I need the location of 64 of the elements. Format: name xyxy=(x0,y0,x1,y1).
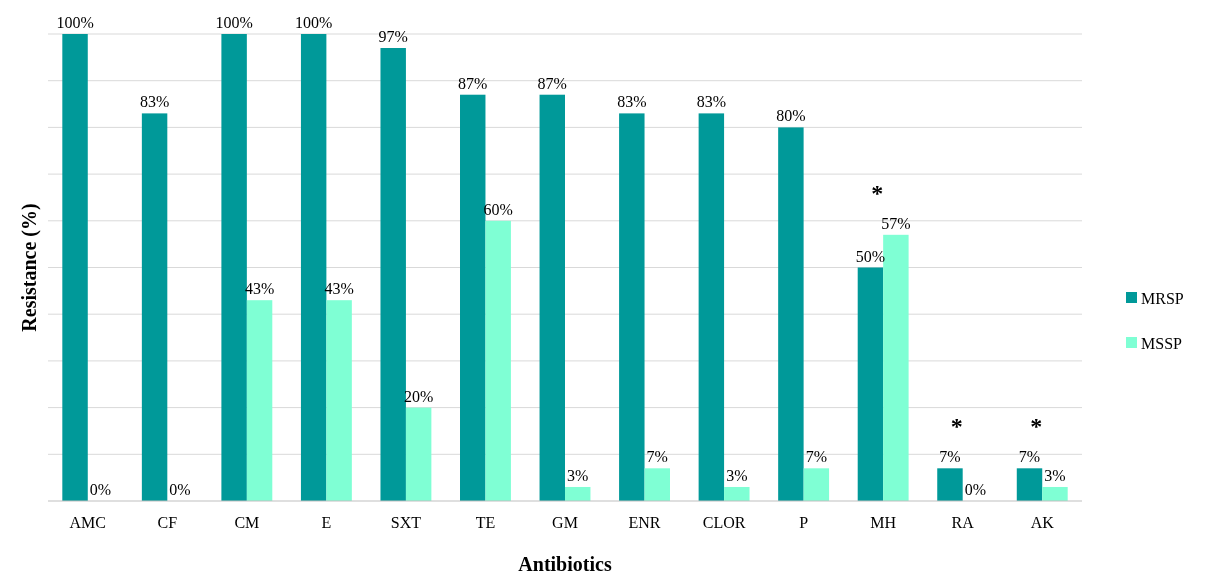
bar xyxy=(619,113,645,501)
x-tick-label: E xyxy=(321,514,332,531)
x-tick-label: ENR xyxy=(628,514,661,531)
annotation: * xyxy=(871,179,884,206)
data-label: 97% xyxy=(378,28,408,46)
bar xyxy=(565,486,591,501)
data-label: 7% xyxy=(1018,448,1041,466)
bar xyxy=(460,94,486,501)
x-tick-label: SXT xyxy=(390,514,422,531)
bar xyxy=(246,300,273,501)
annotation: * xyxy=(1030,413,1043,440)
bar xyxy=(326,300,352,501)
bar xyxy=(405,407,432,501)
data-label: 80% xyxy=(776,107,806,125)
data-label: 7% xyxy=(646,448,668,466)
annotation: * xyxy=(950,413,963,440)
bar xyxy=(62,34,88,501)
bar xyxy=(778,127,804,501)
x-tick-label: P xyxy=(799,514,809,531)
data-label: 3% xyxy=(1044,466,1066,484)
bar xyxy=(141,113,168,501)
data-label: 83% xyxy=(617,93,647,111)
x-axis-title: Antibiotics xyxy=(518,553,612,575)
bar xyxy=(937,468,963,501)
x-tick-label: GM xyxy=(552,514,578,531)
x-tick-label: AMC xyxy=(69,514,106,531)
data-label: 3% xyxy=(567,466,589,484)
legend-label: MSSP xyxy=(1141,334,1183,352)
bar xyxy=(803,468,830,501)
data-label: 87% xyxy=(458,74,488,92)
data-label: 0% xyxy=(169,481,191,498)
data-label: 100% xyxy=(294,14,333,31)
x-tick-label: CF xyxy=(157,514,178,531)
data-label: 100% xyxy=(215,14,253,31)
bar xyxy=(380,48,406,501)
data-label: 50% xyxy=(855,247,886,265)
legend-label: MRSP xyxy=(1141,289,1184,307)
x-tick-label: CM xyxy=(234,514,260,531)
bar xyxy=(1042,486,1068,501)
bar xyxy=(539,94,565,501)
bar xyxy=(857,267,884,501)
data-label: 100% xyxy=(56,14,94,31)
x-tick-label: MH xyxy=(870,514,897,531)
data-label: 7% xyxy=(939,448,961,466)
bar xyxy=(883,234,909,501)
data-label: 87% xyxy=(537,74,567,92)
y-axis-title: Resistance (%) xyxy=(18,203,41,332)
x-tick-label: TE xyxy=(475,514,496,531)
data-label: 83% xyxy=(139,93,170,111)
data-label: 3% xyxy=(726,466,748,484)
bar xyxy=(221,34,247,501)
bar xyxy=(724,486,750,501)
bar xyxy=(485,220,511,501)
data-label: 0% xyxy=(89,481,112,498)
bar xyxy=(1016,468,1043,501)
data-label: 0% xyxy=(964,481,987,498)
bar xyxy=(698,113,725,501)
x-tick-label: CLOR xyxy=(702,514,746,531)
x-tick-label: RA xyxy=(951,514,975,531)
data-label: 83% xyxy=(696,93,727,111)
data-label: 7% xyxy=(805,448,828,466)
bar xyxy=(644,468,670,501)
x-tick-label: AK xyxy=(1030,514,1055,531)
data-label: 57% xyxy=(881,214,911,232)
